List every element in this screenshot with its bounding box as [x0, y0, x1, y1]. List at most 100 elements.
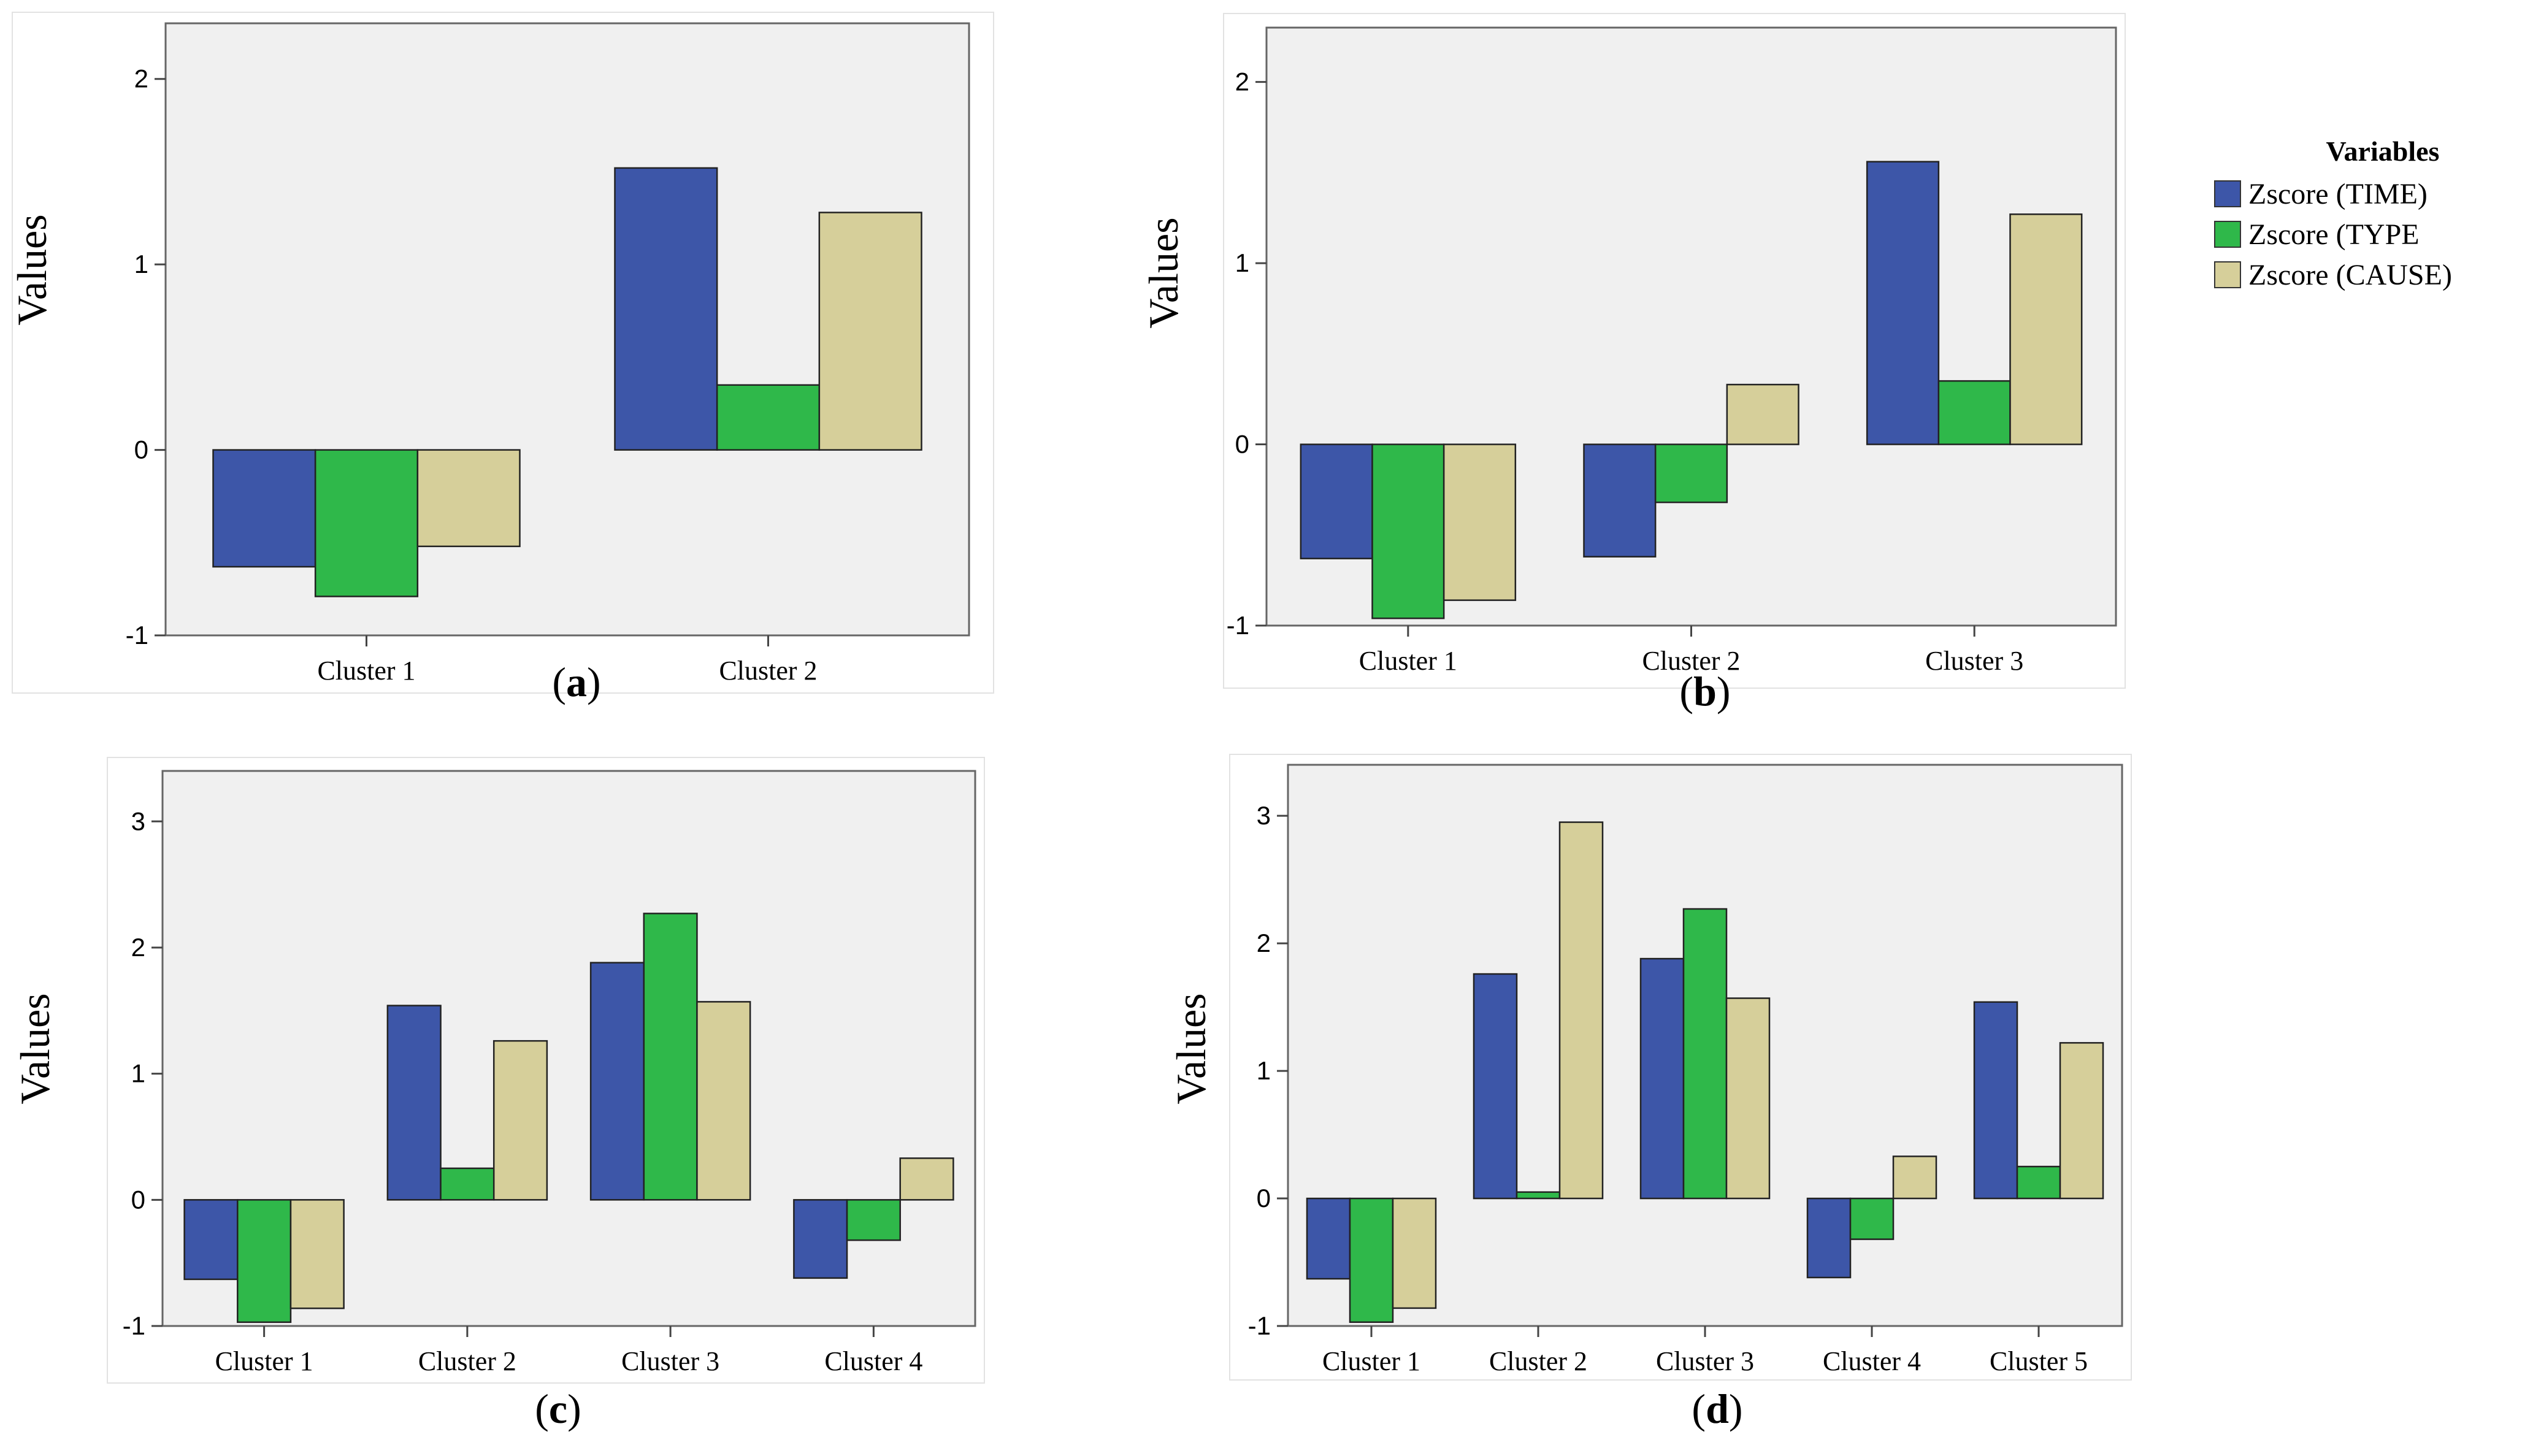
- panel-a: -1 0 1 2 Values Cluster 1 Cluster 2 (a): [9, 12, 994, 705]
- panel-d-bar-cluster3-type: [1682, 908, 1728, 1200]
- panel-a-bar-cluster2-time: [614, 167, 718, 451]
- panel-c-xtick-label: Cluster 4: [824, 1346, 922, 1376]
- panel-d-xtick-label: Cluster 1: [1322, 1346, 1420, 1376]
- panel-c-bar-cluster2-type: [440, 1167, 495, 1201]
- panel-b-bar-cluster1-cause: [1443, 443, 1517, 601]
- panel-c-outer-frame: [107, 757, 985, 1384]
- panel-a-bar-cluster2-type: [716, 384, 821, 451]
- panel-d-ytick-label: -1: [1248, 1311, 1271, 1340]
- legend-item-cause: Zscore (CAUSE): [2214, 255, 2533, 295]
- panel-c-bar-cluster1-cause: [289, 1199, 345, 1309]
- legend-title: Variables: [2326, 136, 2440, 167]
- legend: Variables Zscore (TIME) Zscore (TYPE Zsc…: [2214, 135, 2533, 295]
- panel-c-bar-cluster4-type: [846, 1199, 901, 1241]
- panel-c-bar-cluster3-cause: [696, 1001, 751, 1201]
- panel-b-bar-cluster2-cause: [1726, 383, 1799, 445]
- panel-d-label: (d): [1692, 1385, 1742, 1432]
- panel-c-bar-cluster2-cause: [492, 1040, 548, 1201]
- panel-d-bar-cluster5-cause: [2059, 1042, 2104, 1200]
- panel-a-ytick-label: 1: [134, 250, 148, 278]
- panel-b-bar-cluster1-time: [1300, 443, 1373, 559]
- panel-d-bar-cluster3-time: [1639, 957, 1685, 1200]
- panel-c-ytick-label: 1: [131, 1059, 145, 1088]
- panel-a-bar-cluster1-time: [212, 449, 316, 568]
- panel-b-bar-cluster3-time: [1866, 161, 1940, 445]
- legend-swatch-cause: [2214, 261, 2241, 288]
- panel-b-ytick-label: 1: [1235, 248, 1249, 277]
- panel-d-outer-frame: [1229, 754, 2132, 1381]
- panel-d-bar-cluster1-type: [1349, 1197, 1394, 1324]
- panel-c-bar-cluster2-time: [386, 1005, 442, 1201]
- panel-c-ytick-label: 0: [131, 1185, 145, 1214]
- panel-d-ylabel: Values: [1168, 993, 1214, 1104]
- panel-b-xtick-label: Cluster 3: [1925, 646, 2023, 676]
- panel-c-ytick-label: 2: [131, 933, 145, 962]
- panel-d-ytick-label: 0: [1257, 1184, 1271, 1213]
- panel-a-outer-frame: [12, 12, 994, 694]
- panel-c-bar-cluster3-time: [589, 962, 645, 1201]
- legend-label-cause: Zscore (CAUSE): [2248, 258, 2452, 291]
- panel-a-ytick-label: 2: [134, 64, 148, 93]
- panel-d-bar-cluster2-cause: [1558, 821, 1604, 1200]
- panel-c-ytick-label: 3: [131, 807, 145, 835]
- panel-c-label: (c): [535, 1385, 581, 1432]
- panel-a-ytick-label: -1: [126, 621, 148, 649]
- panel-c-xtick-label: Cluster 3: [621, 1346, 719, 1376]
- panel-c-bar-cluster3-type: [643, 913, 698, 1201]
- panel-a-ytick-label: 0: [134, 435, 148, 464]
- panel-b-label: (b): [1679, 668, 1730, 715]
- panel-d-xtick-label: Cluster 3: [1656, 1346, 1754, 1376]
- legend-item-type: Zscore (TYPE: [2214, 214, 2533, 255]
- panel-d-ytick-label: 1: [1257, 1056, 1271, 1085]
- panel-d: -1 0 1 2 3 Values Cluster 1 Cluster 2 Cluster 3 C…: [1168, 754, 2132, 1432]
- panel-d-bar-cluster1-time: [1306, 1197, 1351, 1280]
- panel-b-ytick-label: 2: [1235, 67, 1249, 96]
- panel-b-bar-cluster2-type: [1654, 443, 1728, 504]
- legend-swatch-type: [2214, 221, 2241, 248]
- panel-d-bar-cluster2-time: [1473, 973, 1518, 1200]
- panel-d-bar-cluster2-type: [1516, 1191, 1561, 1200]
- panel-a-xtick-label: Cluster 2: [719, 656, 817, 686]
- panel-b-xtick-label: Cluster 1: [1359, 646, 1457, 676]
- panel-b: -1 0 1 2 Values Cluster 1 Cluster 2 Cluster 3 (b…: [1140, 13, 2126, 715]
- panel-d-bar-cluster3-cause: [1725, 997, 1771, 1200]
- panel-d-xtick-label: Cluster 5: [1990, 1346, 2088, 1376]
- panel-c-ytick-label: -1: [123, 1311, 145, 1340]
- panel-d-bar-cluster5-type: [2016, 1165, 2061, 1200]
- panel-b-ytick-label: 0: [1235, 430, 1249, 459]
- panel-d-xtick-label: Cluster 2: [1489, 1346, 1587, 1376]
- panel-c-bar-cluster1-time: [183, 1199, 239, 1281]
- panel-a-ylabel: Values: [9, 214, 55, 325]
- panel-c-bar-cluster4-cause: [899, 1157, 954, 1201]
- panel-c-xtick-label: Cluster 2: [418, 1346, 516, 1376]
- panel-d-bar-cluster4-time: [1806, 1197, 1852, 1279]
- panel-d-bar-cluster4-cause: [1892, 1155, 1937, 1200]
- legend-label-type: Zscore (TYPE: [2248, 218, 2420, 251]
- panel-c-xtick-label: Cluster 1: [215, 1346, 313, 1376]
- panel-d-bar-cluster5-time: [1973, 1001, 2018, 1200]
- legend-label-time: Zscore (TIME): [2248, 177, 2428, 210]
- panel-a-label: (a): [552, 659, 600, 705]
- panel-b-bar-cluster1-type: [1371, 443, 1445, 619]
- panel-c: -1 0 1 2 3 Values Cluster 1 Cluster 2 Cluster 3 C…: [12, 757, 985, 1432]
- panel-b-ylabel: Values: [1140, 217, 1187, 328]
- panel-a-xtick-label: Cluster 1: [317, 656, 415, 686]
- panel-a-bar-cluster1-type: [314, 449, 419, 597]
- panel-b-ytick-label: -1: [1227, 611, 1249, 640]
- panel-b-bar-cluster3-cause: [2009, 213, 2083, 445]
- panel-b-bar-cluster3-type: [1937, 380, 2011, 445]
- panel-c-ylabel: Values: [12, 993, 58, 1104]
- panel-a-bar-cluster1-cause: [416, 449, 521, 548]
- legend-swatch-time: [2214, 180, 2241, 207]
- panel-d-xtick-label: Cluster 4: [1823, 1346, 1921, 1376]
- panel-b-bar-cluster2-time: [1583, 443, 1657, 557]
- panel-d-ytick-label: 3: [1257, 801, 1271, 830]
- panel-d-ytick-label: 2: [1257, 929, 1271, 957]
- panel-d-bar-cluster4-type: [1849, 1197, 1895, 1240]
- panel-b-outer-frame: [1223, 13, 2126, 689]
- panel-d-bar-cluster1-cause: [1392, 1197, 1437, 1309]
- panel-c-bar-cluster4-time: [793, 1199, 848, 1279]
- panel-a-bar-cluster2-cause: [818, 212, 922, 451]
- panel-c-bar-cluster1-type: [237, 1199, 292, 1324]
